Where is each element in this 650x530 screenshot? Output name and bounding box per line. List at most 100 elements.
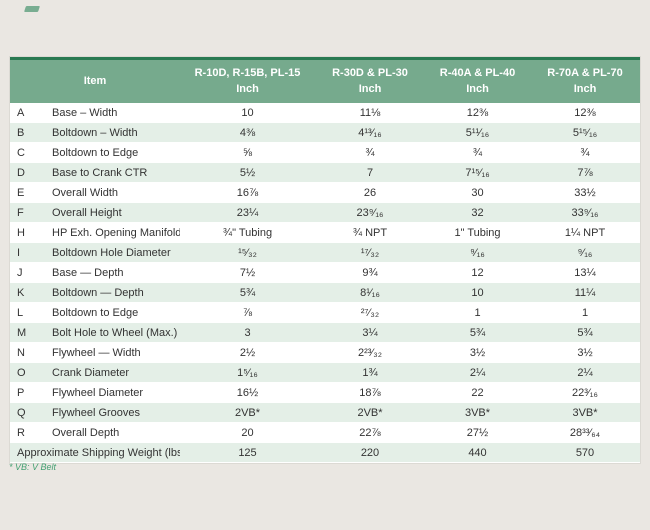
row-value: 3 <box>180 322 315 343</box>
row-value: 5¹¹⁄₁₆ <box>425 122 530 143</box>
row-value: ¹⁷⁄₃₂ <box>315 242 425 263</box>
table-row: P Flywheel Diameter 16½ 18⅞ 22 22³⁄₁₆ <box>10 382 640 403</box>
row-value: ⁹⁄₁₆ <box>530 242 640 263</box>
row-value: 2²³⁄₃₂ <box>315 342 425 363</box>
row-value: ¾ <box>530 142 640 163</box>
vbelt-footnote: * VB: V Belt <box>9 462 57 472</box>
column-header-model-2-label: R-30D & PL-30 <box>332 66 408 79</box>
table-row: K Boltdown — Depth 5¾ 8¹⁄₁₆ 10 11¼ <box>10 282 640 303</box>
row-item-label: Approximate Shipping Weight (lbs.) <box>10 442 180 463</box>
row-letter: P <box>10 382 38 403</box>
row-item-label: Flywheel — Width <box>38 342 180 363</box>
row-item-label: Bolt Hole to Wheel (Max.) <box>38 322 180 343</box>
row-value: 5¹⁵⁄₁₆ <box>530 122 640 143</box>
row-item-label: HP Exh. Opening Manifold <box>38 222 180 243</box>
column-header-model-2-unit: Inch <box>358 82 382 95</box>
table-row: E Overall Width 16⅞ 26 30 33½ <box>10 182 640 203</box>
row-value: 7 <box>315 162 425 183</box>
row-letter: Q <box>10 402 38 423</box>
row-value: 2VB* <box>315 402 425 423</box>
table-row: A Base – Width 10 11⅛ 12⅜ 12⅜ <box>10 103 640 123</box>
row-letter: E <box>10 182 38 203</box>
row-value: 32 <box>425 202 530 223</box>
row-letter: H <box>10 222 38 243</box>
row-letter: F <box>10 202 38 223</box>
row-value: 125 <box>180 442 315 463</box>
pump-spec-table: Item R-10D, R-15B, PL-15 Inch R-30D & PL… <box>10 57 640 463</box>
row-value: 11⅛ <box>315 103 425 123</box>
row-value: 30 <box>425 182 530 203</box>
row-value: 5¾ <box>530 322 640 343</box>
row-value: 2½ <box>180 342 315 363</box>
row-value: 22³⁄₁₆ <box>530 382 640 403</box>
row-value: 23¼ <box>180 202 315 223</box>
row-letter: B <box>10 122 38 143</box>
row-value: 5½ <box>180 162 315 183</box>
row-item-label: Crank Diameter <box>38 362 180 383</box>
row-item-label: Flywheel Diameter <box>38 382 180 403</box>
row-letter: A <box>10 103 38 123</box>
row-item-label: Boltdown – Width <box>38 122 180 143</box>
row-item-label: Base – Width <box>38 103 180 123</box>
row-item-label: Overall Height <box>38 202 180 223</box>
row-value: 4⅜ <box>180 122 315 143</box>
row-value: 16½ <box>180 382 315 403</box>
row-value: 1¼ NPT <box>530 222 640 243</box>
row-value: 12 <box>425 262 530 283</box>
decorative-green-mark <box>24 6 40 12</box>
row-item-label: Overall Depth <box>38 422 180 443</box>
row-value: 1 <box>425 302 530 323</box>
row-value: 7⅞ <box>530 162 640 183</box>
table-row: L Boltdown to Edge ⅞ ²⁷⁄₃₂ 1 1 <box>10 302 640 323</box>
row-letter: I <box>10 242 38 263</box>
row-value: 33½ <box>530 182 640 203</box>
column-header-model-1-unit: Inch <box>236 82 259 95</box>
column-header-model-3-label: R-40A & PL-40 <box>439 66 516 79</box>
row-value: 4¹³⁄₁₆ <box>315 122 425 143</box>
row-value: 18⅞ <box>315 382 425 403</box>
row-letter: L <box>10 302 38 323</box>
row-value: ²⁷⁄₃₂ <box>315 302 425 323</box>
row-value: 26 <box>315 182 425 203</box>
table-row: R Overall Depth 20 22⅞ 27½ 28³³⁄₆₄ <box>10 422 640 443</box>
table-row: N Flywheel — Width 2½ 2²³⁄₃₂ 3½ 3½ <box>10 342 640 363</box>
row-value: ¾ <box>425 142 530 163</box>
row-value: 7¹⁵⁄₁₆ <box>425 162 530 183</box>
row-item-label: Overall Width <box>38 182 180 203</box>
row-item-label: Boltdown to Edge <box>38 142 180 163</box>
row-value: 3½ <box>425 342 530 363</box>
table-row: I Boltdown Hole Diameter ¹⁵⁄₃₂ ¹⁷⁄₃₂ ⁹⁄₁₆ ⁹⁄₁… <box>10 242 640 263</box>
table-row: O Crank Diameter 1⁵⁄₁₆ 1¾ 2¼ 2¼ <box>10 362 640 383</box>
row-letter: R <box>10 422 38 443</box>
row-value: ¹⁵⁄₃₂ <box>180 242 315 263</box>
row-value: 2¼ <box>425 362 530 383</box>
row-letter: M <box>10 322 38 343</box>
row-value: 11¼ <box>530 282 640 303</box>
row-value: 7½ <box>180 262 315 283</box>
row-item-label: Base to Crank CTR <box>38 162 180 183</box>
row-value: 10 <box>425 282 530 303</box>
row-value: 1¾ <box>315 362 425 383</box>
column-header-model-3: R-40A & PL-40 Inch <box>425 58 530 103</box>
row-value: 8¹⁄₁₆ <box>315 282 425 303</box>
row-item-label: Boltdown Hole Diameter <box>38 242 180 263</box>
column-header-item: Item <box>10 58 180 103</box>
row-value: ¾" Tubing <box>180 222 315 243</box>
row-value: 22 <box>425 382 530 403</box>
row-value: 27½ <box>425 422 530 443</box>
row-value: 3½ <box>530 342 640 363</box>
row-value: 3VB* <box>530 402 640 423</box>
row-value: 12⅜ <box>530 103 640 123</box>
row-value: 440 <box>425 442 530 463</box>
row-value: 5¾ <box>180 282 315 303</box>
shipping-weight-row: Approximate Shipping Weight (lbs.) 125 220… <box>10 442 640 463</box>
table-header: Item R-10D, R-15B, PL-15 Inch R-30D & PL… <box>10 58 640 103</box>
row-value: ⅞ <box>180 302 315 323</box>
row-letter: J <box>10 262 38 283</box>
column-header-item-label: Item <box>83 74 107 87</box>
table-row: C Boltdown to Edge ⅝ ¾ ¾ ¾ <box>10 142 640 163</box>
row-value: 10 <box>180 103 315 123</box>
row-value: 9¾ <box>315 262 425 283</box>
row-value: 1" Tubing <box>425 222 530 243</box>
table-row: M Bolt Hole to Wheel (Max.) 3 3¼ 5¾ 5¾ <box>10 322 640 343</box>
